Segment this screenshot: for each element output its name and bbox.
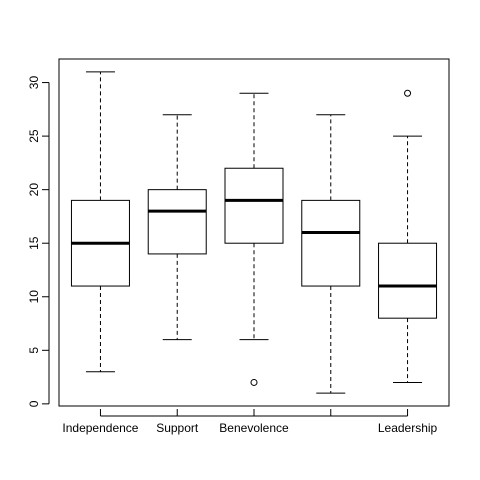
y-axis: 0 5 10 15 20 25 30: [27, 76, 50, 407]
y-tick-label: 30: [27, 76, 41, 90]
box-group: [378, 89, 438, 383]
outlier-point: [250, 378, 258, 386]
box-iqr: [378, 242, 438, 319]
boxes-layer: [70, 71, 438, 394]
x-tick-label: Independence: [62, 421, 138, 435]
x-tick-label: Leadership: [378, 421, 438, 435]
box-iqr: [224, 167, 284, 244]
plot-frame: [58, 58, 450, 407]
x-axis: Independence Support Benevolence Leadership: [62, 409, 438, 435]
y-tick-label: 20: [27, 183, 41, 197]
y-tick-label: 0: [27, 400, 41, 407]
y-tick-label: 5: [27, 347, 41, 354]
box-group: [70, 71, 130, 373]
y-tick-label: 15: [27, 236, 41, 250]
box-group: [224, 92, 284, 386]
box-group: [147, 114, 207, 341]
box-iqr: [301, 199, 361, 287]
y-tick-label: 25: [27, 129, 41, 143]
box-iqr: [147, 189, 207, 255]
x-tick-label: Support: [156, 421, 199, 435]
y-tick-label: 10: [27, 290, 41, 304]
x-tick-label: Benevolence: [219, 421, 289, 435]
outlier-point: [404, 89, 412, 97]
box-group: [301, 114, 361, 394]
